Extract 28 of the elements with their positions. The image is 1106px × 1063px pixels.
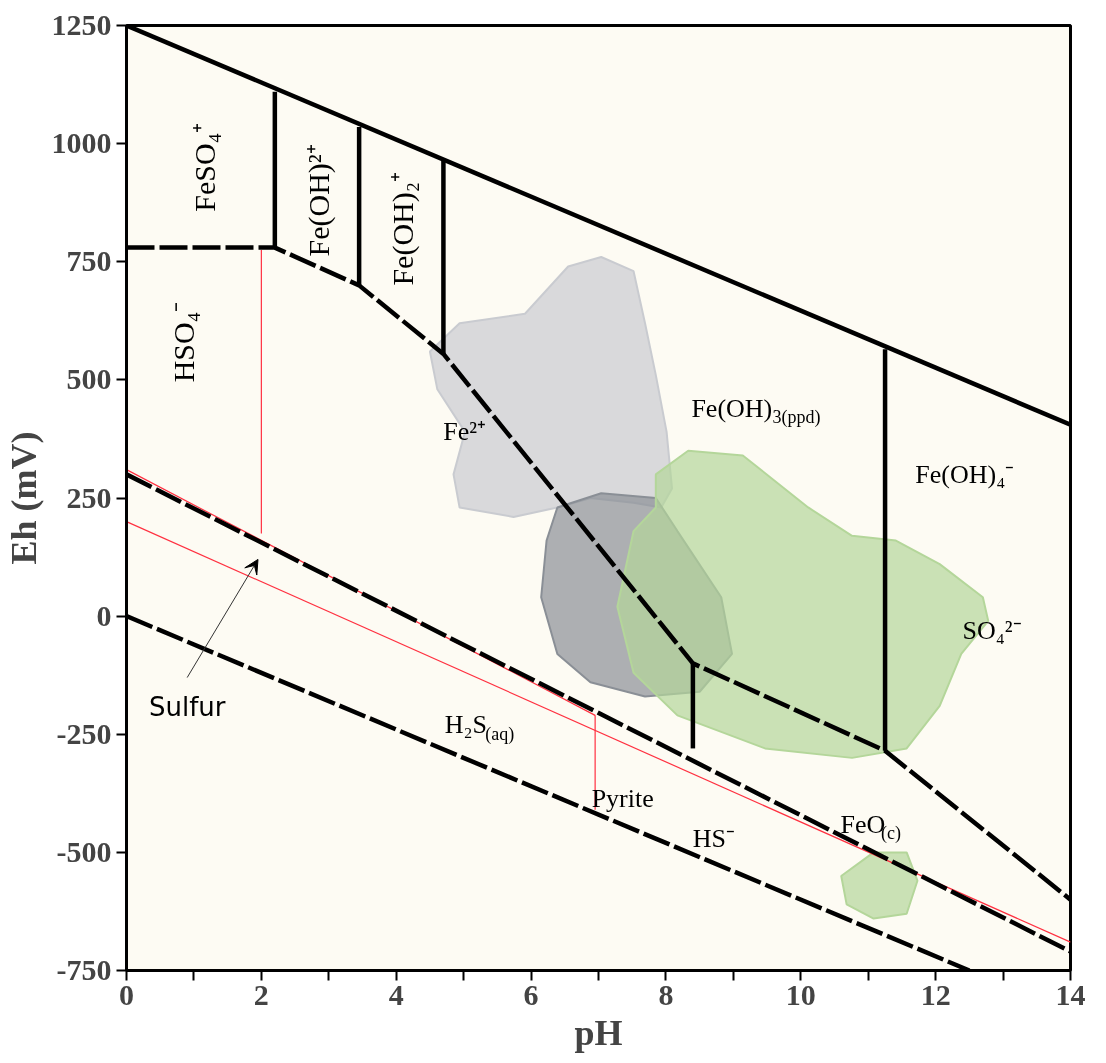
y-tick-label: 1000: [51, 126, 112, 160]
annotation: Fe²⁺: [443, 417, 487, 447]
x-axis-title: pH: [574, 1012, 623, 1053]
y-tick-label: 250: [66, 480, 112, 514]
x-tick-label: 0: [119, 977, 134, 1011]
y-tick-label: 0: [96, 598, 112, 632]
annotation: Fe(OH)²⁺: [302, 144, 337, 257]
annotation: Sulfur: [148, 691, 226, 722]
annotation: Fe(OH)₂⁺: [386, 171, 421, 286]
x-tick-label: 10: [785, 977, 816, 1011]
annotation: HS⁻: [692, 823, 736, 853]
y-tick-label: -250: [56, 716, 112, 750]
x-tick-label: 2: [253, 977, 269, 1011]
x-tick-label: 6: [523, 977, 539, 1011]
y-axis-title: Eh (mV): [3, 431, 44, 565]
x-tick-label: 4: [388, 977, 404, 1011]
y-tick-label: -500: [56, 834, 112, 868]
annotation: HSO₄⁻: [167, 301, 201, 383]
x-tick-label: 14: [1055, 977, 1086, 1011]
y-tick-label: -750: [56, 953, 112, 986]
y-tick-label: 750: [66, 244, 112, 278]
x-tick-label: 12: [920, 977, 951, 1011]
annotation: SO₄²⁻: [962, 615, 1022, 645]
y-tick-label: 1250: [51, 8, 112, 41]
y-tick-label: 500: [66, 362, 112, 396]
annotation: FeSO₄⁺: [187, 122, 221, 212]
x-tick-label: 8: [658, 977, 674, 1011]
annotation: Fe(OH)₄⁻: [915, 459, 1015, 489]
